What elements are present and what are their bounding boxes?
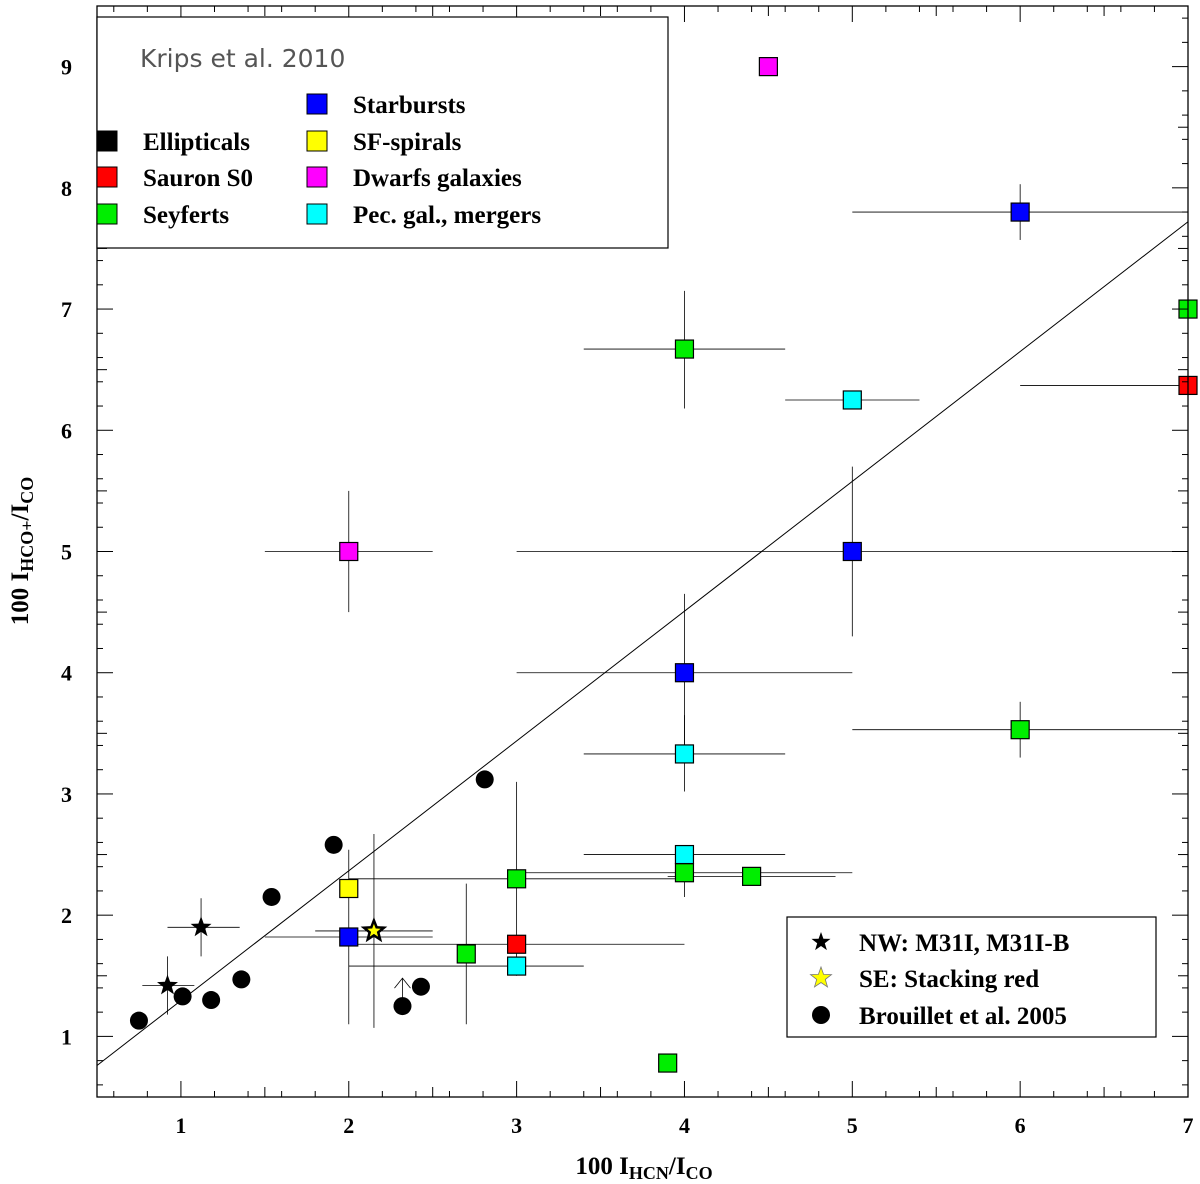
square-point [658, 1053, 678, 1073]
square-point [456, 944, 476, 964]
legend-star-icon [809, 965, 833, 988]
y-tick-label: 1 [61, 1024, 72, 1049]
square-point [674, 863, 695, 883]
square-point [674, 663, 695, 683]
legend-label: NW: M31I, M31I-B [859, 930, 1069, 957]
circle-point [202, 991, 221, 1010]
legend-star-icon [811, 932, 831, 951]
legend-swatch [96, 130, 118, 152]
circle-point [173, 987, 192, 1006]
legend-swatch [306, 166, 328, 188]
x-tick-label: 2 [343, 1113, 354, 1138]
y-tick-label: 7 [61, 297, 72, 322]
star-point-nw [190, 916, 212, 937]
circle-point [262, 887, 281, 906]
square-point [741, 866, 762, 886]
y-tick-label: 8 [61, 176, 72, 201]
legend-label: SF-spirals [353, 129, 462, 156]
x-tick-label: 4 [679, 1113, 690, 1138]
x-axis-label: 100 IHCN/ICO [575, 1153, 712, 1183]
square-point [507, 934, 527, 954]
circle-point [232, 970, 251, 989]
star-point-nw [157, 974, 178, 995]
x-tick-label: 1 [175, 1113, 186, 1138]
x-tick-label: 6 [1015, 1113, 1026, 1138]
legend-label: SE: Stacking red [859, 966, 1039, 993]
legend-swatch [306, 130, 328, 152]
square-point [339, 541, 359, 562]
y-tick-label: 4 [61, 661, 72, 686]
legend-swatch [96, 166, 118, 188]
limit-arrow-head [394, 977, 411, 989]
legend-swatch [306, 203, 328, 225]
square-point [842, 541, 862, 562]
circle-point [129, 1011, 148, 1030]
legend-label: Sauron S0 [143, 165, 253, 192]
square-point [758, 57, 778, 77]
legend-label: Ellipticals [143, 129, 250, 156]
legend-label: Dwarfs galaxies [353, 165, 522, 192]
star-point-se [367, 923, 381, 937]
legend-label: Seyferts [143, 202, 229, 229]
y-tick-label: 3 [61, 782, 72, 807]
y-axis-label: 100 IHCO+/ICO [7, 477, 37, 625]
square-point [674, 744, 695, 764]
fit-line [96, 221, 1189, 1066]
square-point [507, 956, 527, 976]
legend-swatch [306, 93, 328, 115]
circle-point [324, 835, 343, 854]
square-point [339, 878, 359, 899]
circle-point [411, 977, 430, 996]
x-tick-label: 3 [511, 1113, 522, 1138]
y-tick-label: 5 [61, 540, 72, 565]
legend-label: Starbursts [353, 92, 466, 119]
square-point [674, 339, 695, 359]
legend-krips: Krips et al. 2010 Ellipticals Sauron S0 Se… [96, 16, 669, 249]
square-point [1010, 202, 1030, 222]
square-point [339, 927, 359, 947]
legend-title: Krips et al. 2010 [140, 44, 345, 73]
y-tick-label: 2 [61, 903, 72, 928]
circle-point [475, 770, 494, 789]
square-point [674, 844, 695, 865]
x-tick-label: 5 [847, 1113, 858, 1138]
square-point [842, 390, 862, 410]
square-point [1010, 720, 1030, 740]
y-tick-label: 9 [61, 55, 72, 80]
legend-swatch [96, 203, 118, 225]
legend-label: Pec. gal., mergers [353, 202, 541, 229]
legend-circle-icon [812, 1006, 830, 1024]
circle-point [393, 997, 412, 1016]
legend-label: Brouillet et al. 2005 [859, 1003, 1067, 1030]
x-tick-label: 7 [1183, 1113, 1194, 1138]
y-tick-label: 6 [61, 418, 72, 443]
legend-m31: NW: M31I, M31I-B SE: Stacking red Brouille… [786, 916, 1157, 1038]
square-point [507, 869, 527, 889]
